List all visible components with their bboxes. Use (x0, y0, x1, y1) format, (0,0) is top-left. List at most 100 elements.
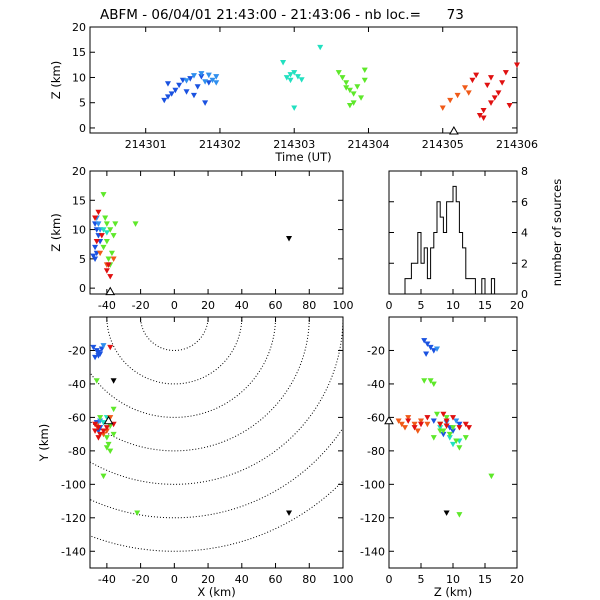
source-point (430, 348, 437, 354)
source-point (95, 425, 102, 431)
x-tick-label: 20 (510, 299, 524, 312)
source-point (103, 445, 110, 451)
source-point (424, 421, 431, 428)
source-point (213, 80, 220, 86)
source-point (487, 75, 495, 81)
source-point (172, 87, 179, 94)
source-point (411, 421, 418, 428)
source-point (456, 445, 463, 451)
x-z-panel: -40 -20 0 20 40 60 80 100 0 5 10 15 20 Z (km) (49, 165, 354, 312)
source-point (202, 79, 209, 85)
source-point (488, 473, 495, 480)
source-point (462, 421, 469, 428)
source-point (110, 431, 117, 438)
z-y-panel: 0 5 10 15 20 -20 -40 -60 -80 -100 -120 -140 Z (km) (360, 316, 524, 599)
y-tick-label: -60 (68, 411, 86, 424)
y-tick-label: 15 (72, 194, 86, 207)
source-point (430, 418, 437, 424)
source-point (93, 238, 100, 245)
x-axis-label: X (km) (197, 585, 235, 599)
x-tick-label: 80 (302, 299, 316, 312)
source-point (462, 85, 469, 91)
source-point (487, 100, 495, 106)
source-point (92, 428, 99, 434)
source-point (92, 244, 99, 251)
source-point (449, 415, 457, 421)
source-point (213, 74, 220, 80)
source-point (95, 221, 102, 227)
source-point (495, 90, 502, 96)
source-point (411, 425, 418, 431)
source-point (97, 431, 104, 438)
source-point (480, 107, 487, 114)
x-tick-label: 214306 (496, 138, 538, 151)
plot-frame (89, 316, 344, 569)
source-point (90, 344, 97, 351)
source-point (280, 60, 287, 66)
source-point (112, 221, 119, 227)
source-point (95, 209, 102, 216)
source-point (443, 510, 450, 516)
source-point (108, 250, 115, 257)
source-point (361, 77, 368, 84)
source-point (405, 415, 412, 421)
source-point (164, 94, 171, 100)
y-tick-label: 5 (79, 253, 86, 266)
y-tick-label: 2 (521, 257, 528, 270)
source-point (335, 70, 342, 76)
y-tick-label: -20 (367, 344, 385, 357)
y-tick-label: 20 (72, 21, 86, 34)
source-point (202, 100, 209, 106)
source-point (433, 411, 441, 418)
y-tick-label: -40 (68, 378, 86, 391)
source-point (103, 230, 110, 236)
source-point (103, 238, 110, 245)
y-tick-label: -120 (360, 512, 385, 525)
y-tick-label: 10 (72, 224, 86, 237)
y-tick-label: -20 (68, 344, 86, 357)
time-height-panel: 214301 214302 214303 214304 214305 214306 0 5 10… (49, 21, 538, 164)
y-tick-label: -140 (360, 545, 385, 558)
source-point (100, 428, 107, 434)
y-tick-label: 8 (521, 165, 528, 178)
y-tick-label: -80 (68, 445, 86, 458)
y-tick-label: -100 (360, 478, 385, 491)
source-point (443, 423, 450, 429)
y-axis-label: Z (km) (49, 213, 63, 251)
source-point (354, 84, 361, 90)
source-point (430, 381, 437, 388)
source-point (502, 70, 509, 76)
x-tick-label: -40 (98, 573, 116, 586)
plot-frame (89, 26, 518, 134)
source-point (105, 441, 112, 448)
source-point (443, 418, 450, 424)
x-tick-label: 0 (171, 573, 178, 586)
source-point (414, 428, 421, 434)
y-tick-label: 5 (79, 97, 86, 110)
source-point (110, 233, 117, 239)
x-axis-label: Z (km) (434, 585, 472, 599)
source-point (346, 102, 353, 109)
source-point (398, 421, 405, 428)
source-point (100, 244, 107, 251)
x-tick-label: 60 (269, 573, 283, 586)
source-point (107, 274, 114, 280)
source-point (499, 80, 506, 86)
source-point (92, 421, 99, 428)
y-axis-label: Z (km) (49, 61, 63, 99)
source-point (421, 378, 428, 384)
source-point (446, 431, 453, 438)
source-point (92, 354, 99, 361)
y-tick-label: -120 (61, 512, 86, 525)
y-tick-label: 20 (72, 165, 86, 178)
source-point (480, 115, 487, 121)
histogram-outline (401, 185, 498, 295)
source-point (103, 221, 110, 227)
source-point (469, 77, 476, 84)
source-point (105, 262, 112, 268)
y-tick-label: 0 (521, 288, 528, 301)
x-tick-label: 40 (235, 299, 249, 312)
source-point (168, 91, 175, 97)
source-point (437, 428, 444, 434)
